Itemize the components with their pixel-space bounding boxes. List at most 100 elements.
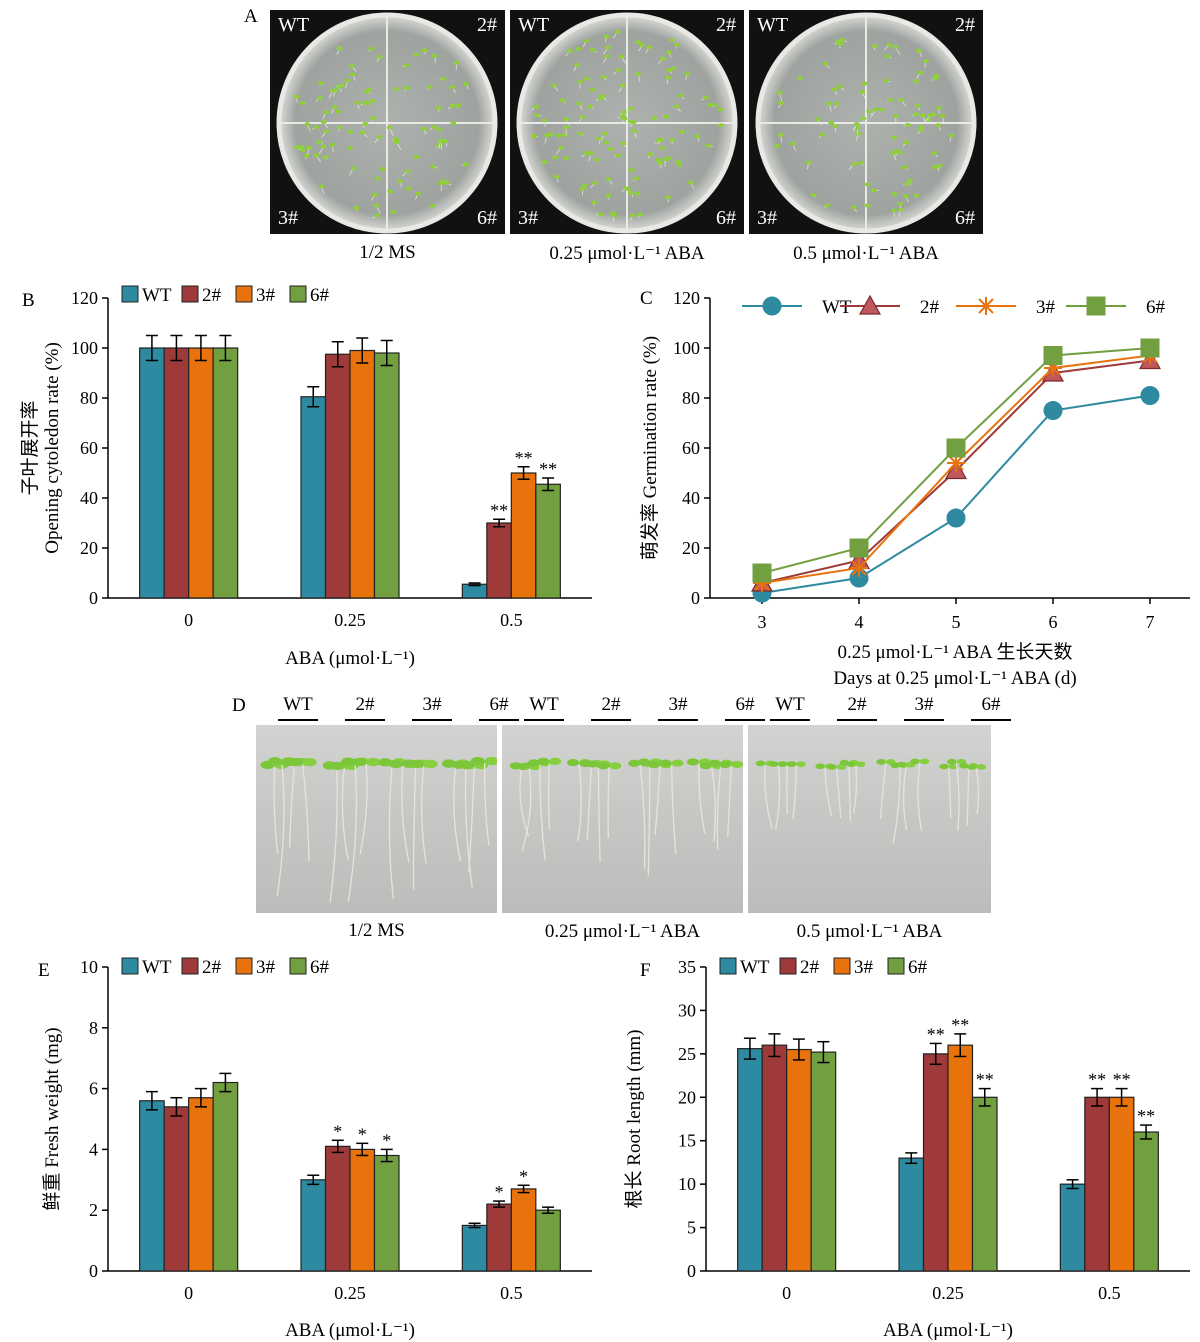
seedling-leaf [550, 83, 557, 88]
seedling-leaf [655, 157, 662, 162]
y-tick-label: 6 [89, 1079, 98, 1099]
seedling-leaf [374, 176, 381, 181]
genotype-underline [524, 719, 564, 721]
significance-mark: ** [539, 459, 557, 479]
x-tick-label: 6 [1049, 612, 1058, 632]
seedling-leaf [646, 45, 653, 50]
seedling-leaf [614, 29, 621, 34]
seedling-photo-05 [748, 725, 991, 913]
significance-mark: * [333, 1121, 342, 1141]
seedling-root [764, 765, 773, 829]
plate-label-3: 3# [518, 207, 538, 229]
seedling-leaf [679, 129, 686, 134]
plate-label-2: 2# [955, 14, 975, 36]
x-tick-label: 0.5 [500, 1283, 523, 1303]
significance-mark: ** [927, 1024, 945, 1044]
seedling-leaf [860, 116, 867, 121]
seedling-leaf [624, 187, 631, 192]
y-tick-label: 15 [678, 1131, 696, 1151]
seedling-leaf [864, 203, 871, 208]
seedling-leaf [919, 758, 930, 765]
bar-3# [188, 347, 214, 599]
seedling-leaf [914, 103, 921, 108]
seedling-leaf [586, 104, 593, 109]
x-tick-label: 0.25 [334, 610, 366, 630]
seedling-leaf [387, 189, 394, 194]
seedling-root [597, 765, 601, 862]
bar-3# [510, 1188, 537, 1272]
seedling-leaf [353, 206, 360, 211]
seedling-leaf [976, 764, 987, 770]
seedling-leaf [420, 126, 427, 131]
y-tick-label: 120 [71, 288, 98, 308]
seedling-leaf [628, 759, 641, 767]
seedling-leaf [898, 207, 905, 212]
seedling-root [521, 768, 532, 852]
significance-mark: ** [976, 1070, 994, 1090]
significance-mark: * [358, 1124, 367, 1144]
seedling-leaf [533, 104, 540, 109]
seedling-leaf [336, 125, 343, 130]
x-tick-label: 0 [782, 1283, 791, 1303]
seedling-root [966, 767, 970, 826]
seedling-leaf [818, 132, 825, 137]
bar-3# [1108, 1096, 1135, 1272]
seedling-root [879, 763, 887, 819]
plate-caption-025: 0.25 μmol·L⁻¹ ABA [549, 243, 705, 264]
seedling-leaf [300, 148, 307, 153]
seedling-leaf [423, 759, 438, 769]
seedling-image [260, 756, 497, 903]
x-tick-label: 0.5 [1098, 1283, 1121, 1303]
seedling-leaf [836, 764, 847, 770]
seedling-leaf [405, 186, 412, 191]
seedling-root [577, 764, 582, 842]
legend-swatch-6# [289, 285, 307, 303]
bar-2# [324, 1145, 351, 1272]
seedling-leaf [904, 181, 911, 186]
seedling-leaf [827, 764, 837, 770]
seedling-leaf [814, 117, 821, 122]
significance-mark: ** [515, 448, 533, 468]
plate-image [755, 12, 977, 234]
seedling-leaf [635, 72, 642, 77]
legend-label-2#: 2# [202, 957, 222, 978]
genotype-label: 2# [355, 694, 375, 715]
seedling-leaf [581, 183, 588, 188]
y-axis-label: 萌发率 Germination rate (%) [639, 336, 661, 560]
seedling-leaf [597, 762, 610, 770]
chart-root-length: 0 5 10 15 20 25 30 35 0 0.25 ** ** ** 0.5 ** ** ** WT 2# 3#… [623, 957, 1190, 1341]
plate-caption-05: 0.5 μmol·L⁻¹ ABA [793, 243, 939, 264]
seedling-leaf [329, 88, 336, 93]
x-axis-label: ABA (μmol·L⁻¹) [285, 648, 415, 669]
genotype-underline [479, 719, 519, 721]
seedling-leaf [322, 155, 329, 160]
seedling-leaf [647, 152, 654, 157]
y-tick-label: 80 [80, 388, 98, 408]
seedling-leaf [836, 84, 843, 89]
y-tick-label: 8 [89, 1018, 98, 1038]
genotype-label: 2# [847, 694, 867, 715]
y-tick-label: 5 [687, 1218, 696, 1238]
seedling-leaf [778, 101, 785, 106]
plate-caption-ms: 1/2 MS [359, 242, 416, 263]
seedling-root [853, 766, 858, 814]
seedling-leaf [437, 181, 444, 186]
y-tick-label: 40 [682, 488, 700, 508]
seedling-leaf [313, 153, 320, 158]
seedling-leaf [650, 116, 657, 121]
panel-letter: B [22, 290, 35, 311]
legend-label-2#: 2# [920, 297, 940, 318]
seedling-root [607, 767, 610, 839]
seedling-root [301, 764, 310, 861]
seedling-leaf [426, 85, 433, 90]
seedling-leaf [386, 125, 393, 130]
seedling-root [359, 764, 368, 855]
seedling-leaf [630, 120, 637, 125]
seedling-root [975, 768, 980, 815]
plate-label-2: 2# [716, 14, 736, 36]
seedling-leaf [450, 121, 457, 126]
genotype-label: 3# [422, 694, 442, 715]
bar-2# [1084, 1096, 1110, 1272]
seedling-leaf [930, 151, 937, 156]
genotype-label: WT [283, 694, 313, 715]
